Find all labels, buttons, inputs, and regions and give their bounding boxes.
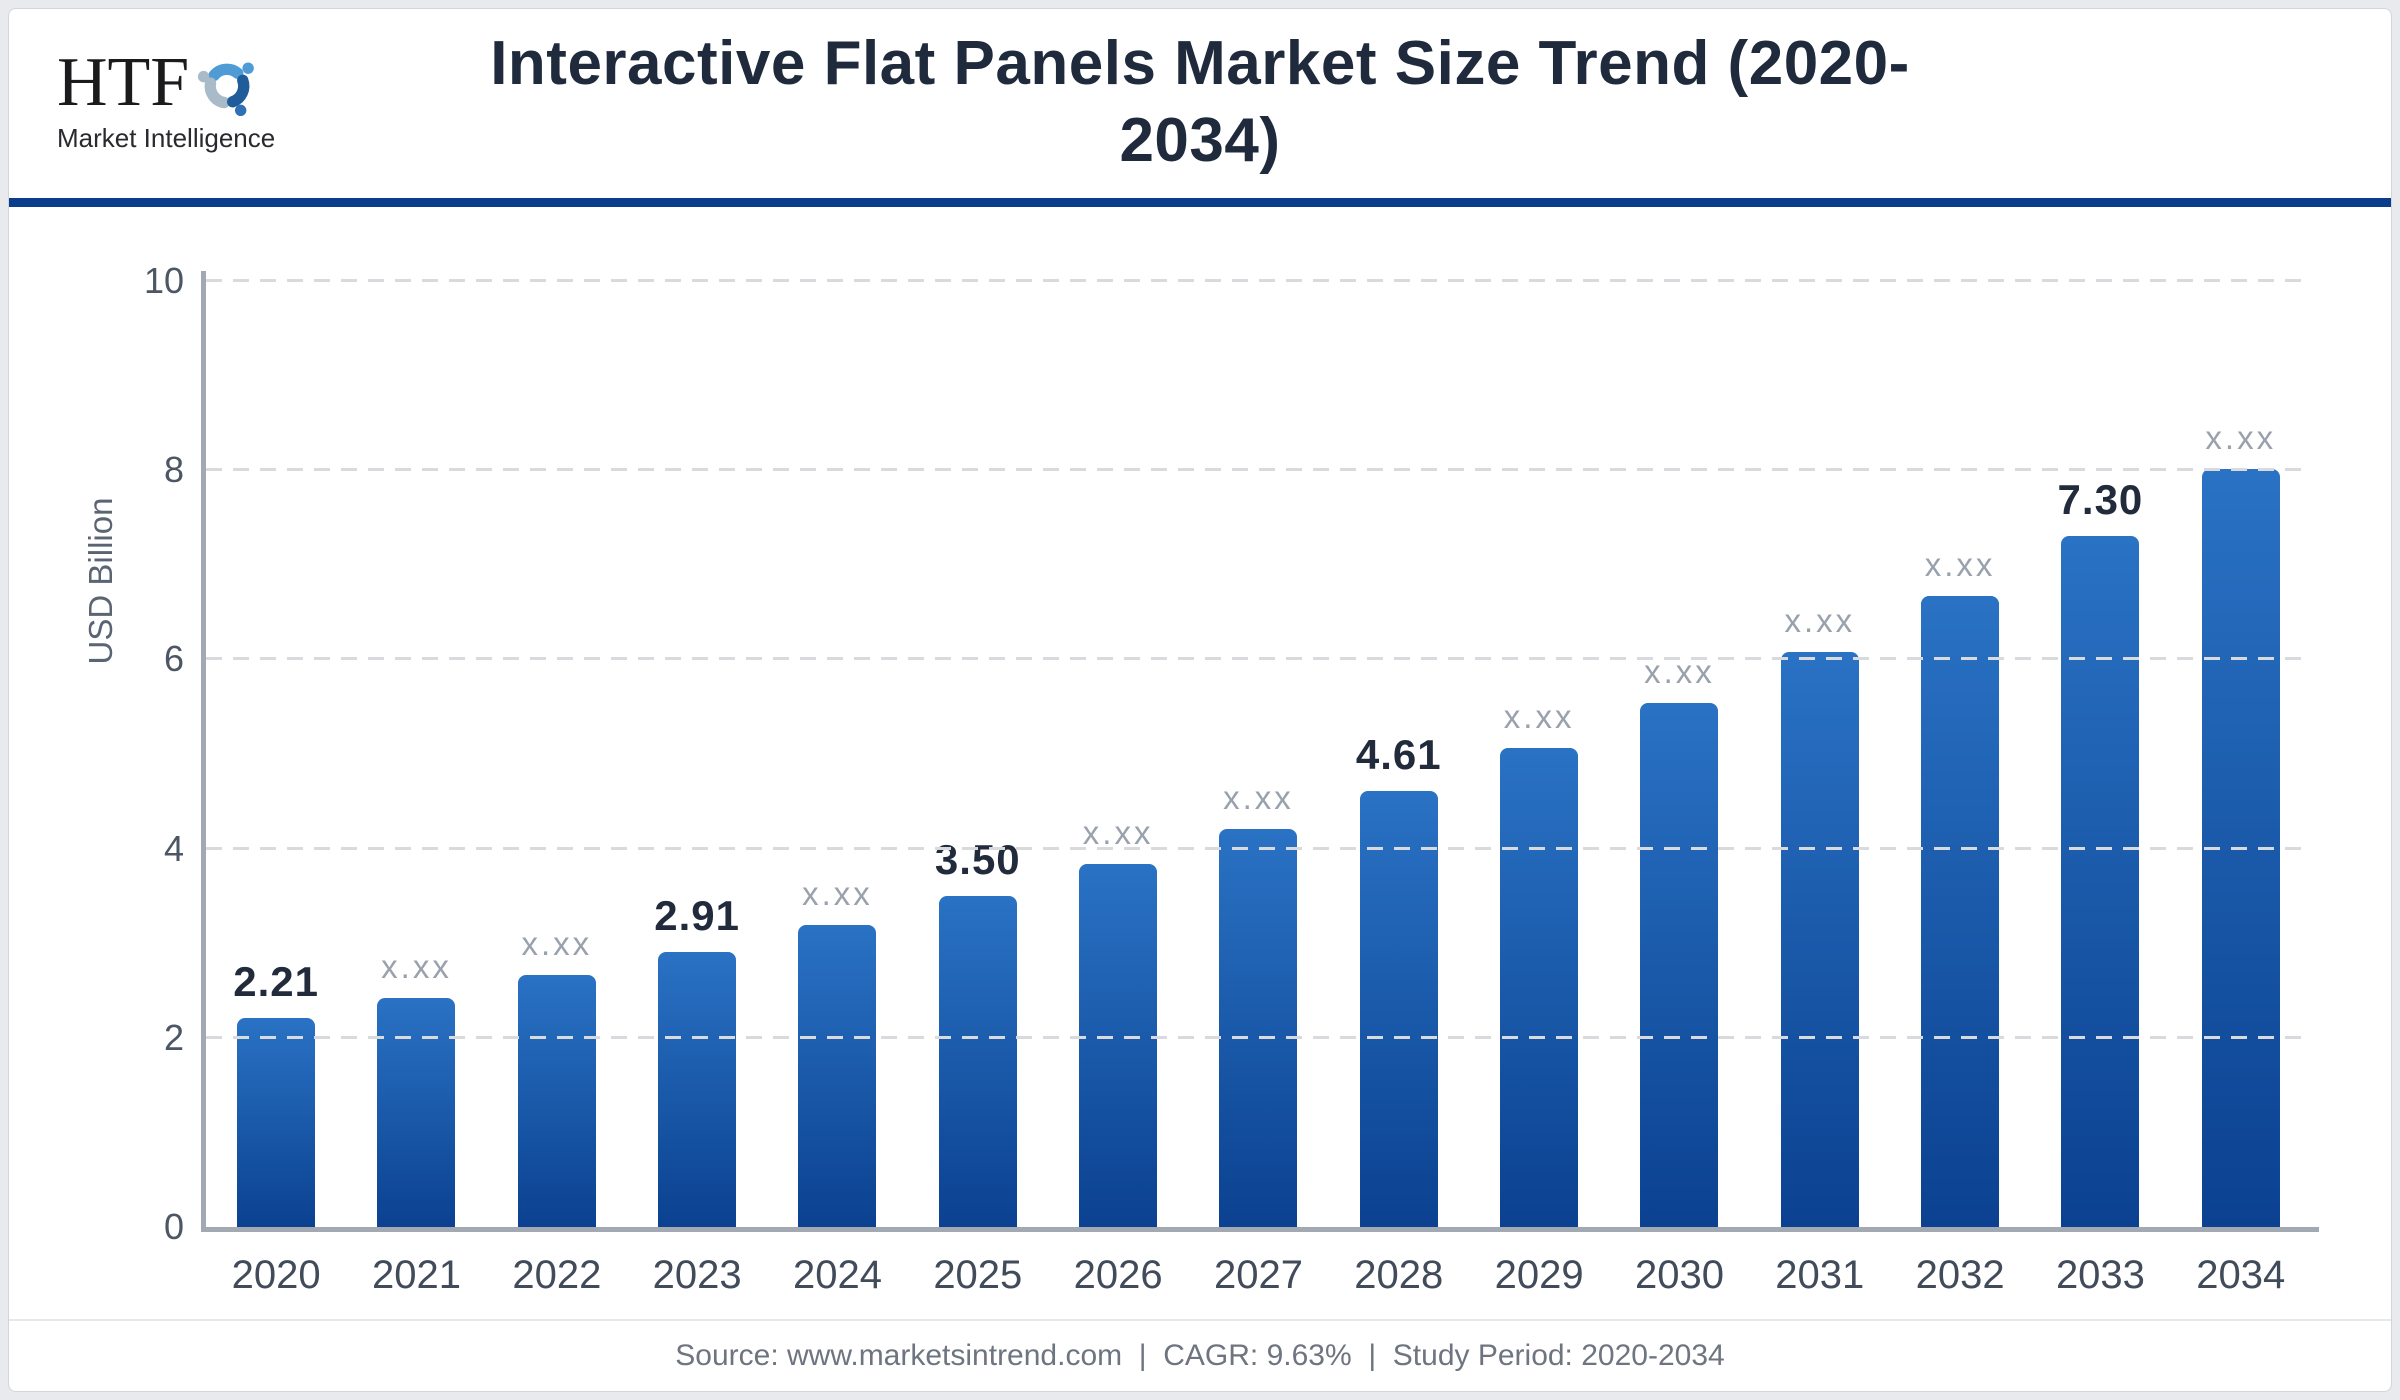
bar-group-2023: 2.91 <box>627 892 767 1227</box>
bar-group-2031: x.xx <box>1750 602 1890 1227</box>
header-divider <box>9 198 2391 207</box>
x-tick-label-2033: 2033 <box>2055 1253 2145 1297</box>
x-tick-label-2027: 2027 <box>1213 1253 1303 1297</box>
bar-2022 <box>517 975 596 1227</box>
bar-value-label-2022: x.xx <box>521 925 593 962</box>
bar-group-2027: x.xx <box>1188 779 1328 1227</box>
bar-2023 <box>658 952 737 1227</box>
gridline-4 <box>206 846 2311 850</box>
bar-value-label-2025: 3.50 <box>934 836 1021 883</box>
chart-area: USD Billion 2.21 x.xx x.xx 2.91 x.xx 3.50 x.xx… <box>9 208 2391 1321</box>
gridline-8 <box>206 468 2311 472</box>
bar-value-label-2020: 2.21 <box>233 958 320 1005</box>
bar-2025 <box>938 896 1017 1227</box>
x-tick-label-2031: 2031 <box>1775 1253 1865 1297</box>
bar-value-label-2027: x.xx <box>1223 779 1294 816</box>
bar-value-label-2024: x.xx <box>802 875 873 912</box>
bar-2021 <box>377 998 456 1227</box>
bar-2030 <box>1640 703 1719 1227</box>
x-axis-labels: 2020 2021 2022 2023 2024 2025 2026 2027 2028 2029… <box>206 1253 2311 1298</box>
y-axis-title: USD Billion <box>82 497 119 665</box>
y-axis-line <box>201 271 206 1232</box>
bar-value-label-2033: 7.30 <box>2057 476 2144 523</box>
bar-value-label-2023: 2.91 <box>654 892 741 939</box>
bar-2027 <box>1219 829 1298 1227</box>
bar-2028 <box>1359 791 1438 1227</box>
bar-2026 <box>1079 864 1158 1227</box>
page-title-line2: 2034) <box>1119 106 1281 175</box>
logo: HTF Market Intelligence <box>57 44 297 154</box>
bar-2031 <box>1780 652 1859 1227</box>
footer-source-text: Source: www.marketsintrend.com | CAGR: 9… <box>675 1339 1725 1372</box>
bar-group-2022: x.xx <box>487 925 627 1227</box>
bar-group-2024: x.xx <box>767 875 907 1227</box>
bar-value-label-2029: x.xx <box>1503 698 1575 735</box>
y-tick-label-0: 0 <box>163 1206 184 1247</box>
logo-mark-icon <box>198 62 255 117</box>
bar-group-2034: x.xx <box>2171 419 2311 1227</box>
y-tick-label-6: 6 <box>163 638 184 680</box>
gridline-6 <box>206 657 2311 661</box>
x-tick-label-2034: 2034 <box>2196 1253 2286 1297</box>
y-tick-label-10: 10 <box>143 260 184 301</box>
footer: Source: www.marketsintrend.com | CAGR: 9… <box>9 1319 2391 1391</box>
bar-group-2020: 2.21 <box>206 958 346 1227</box>
x-tick-label-2024: 2024 <box>792 1253 882 1297</box>
bar-group-2026: x.xx <box>1048 814 1188 1227</box>
bar-group-2032: x.xx <box>1890 546 2030 1227</box>
gridline-2 <box>206 1035 2311 1039</box>
bar-group-2033: 7.30 <box>2030 476 2170 1227</box>
x-tick-label-2020: 2020 <box>231 1253 321 1297</box>
bar-2020 <box>237 1018 316 1227</box>
x-tick-label-2032: 2032 <box>1915 1253 2005 1297</box>
logo-subtitle: Market Intelligence <box>57 123 276 153</box>
x-tick-label-2023: 2023 <box>652 1253 742 1297</box>
x-tick-label-2029: 2029 <box>1494 1253 1584 1297</box>
bar-2029 <box>1500 748 1579 1227</box>
bar-value-label-2021: x.xx <box>381 948 452 985</box>
gridline-10 <box>206 279 2311 282</box>
bar-value-label-2026: x.xx <box>1082 814 1154 851</box>
x-tick-label-2028: 2028 <box>1354 1253 1444 1297</box>
bar-value-label-2032: x.xx <box>1924 546 1996 583</box>
bar-2032 <box>1921 596 2000 1227</box>
bar-value-label-2028: 4.61 <box>1355 731 1442 778</box>
report-card: HTF Market Intelligence Interactive Flat… <box>8 8 2392 1392</box>
page-title-line1: Interactive Flat Panels Market Size Tren… <box>490 29 1910 98</box>
bar-group-2029: x.xx <box>1469 698 1609 1227</box>
bar-value-label-2031: x.xx <box>1784 602 1856 639</box>
bar-2033 <box>2061 536 2140 1227</box>
logo-text: HTF <box>57 44 190 121</box>
x-tick-label-2022: 2022 <box>512 1253 602 1297</box>
y-tick-label-2: 2 <box>163 1016 184 1058</box>
bar-group-2030: x.xx <box>1609 653 1749 1227</box>
bar-group-2028: 4.61 <box>1329 731 1469 1227</box>
x-tick-label-2025: 2025 <box>933 1253 1023 1297</box>
x-tick-label-2026: 2026 <box>1073 1253 1163 1297</box>
bar-2024 <box>798 925 877 1227</box>
y-tick-label-8: 8 <box>163 449 184 491</box>
bars-row: 2.21 x.xx x.xx 2.91 x.xx 3.50 x.xx x.xx 4.61 x.xx… <box>206 419 2311 1227</box>
bar-group-2021: x.xx <box>346 948 486 1227</box>
bar-group-2025: 3.50 <box>908 836 1048 1227</box>
header: HTF Market Intelligence Interactive Flat… <box>9 9 2391 198</box>
y-tick-label-4: 4 <box>163 827 184 869</box>
x-tick-label-2021: 2021 <box>372 1253 461 1297</box>
bar-value-label-2034: x.xx <box>2205 419 2277 456</box>
page-title: Interactive Flat Panels Market Size Tren… <box>9 9 2391 179</box>
x-tick-label-2030: 2030 <box>1634 1253 1724 1297</box>
x-axis-line <box>201 1227 2319 1232</box>
chart-plot-area: 2.21 x.xx x.xx 2.91 x.xx 3.50 x.xx x.xx 4.61 x.xx… <box>144 263 2319 1297</box>
